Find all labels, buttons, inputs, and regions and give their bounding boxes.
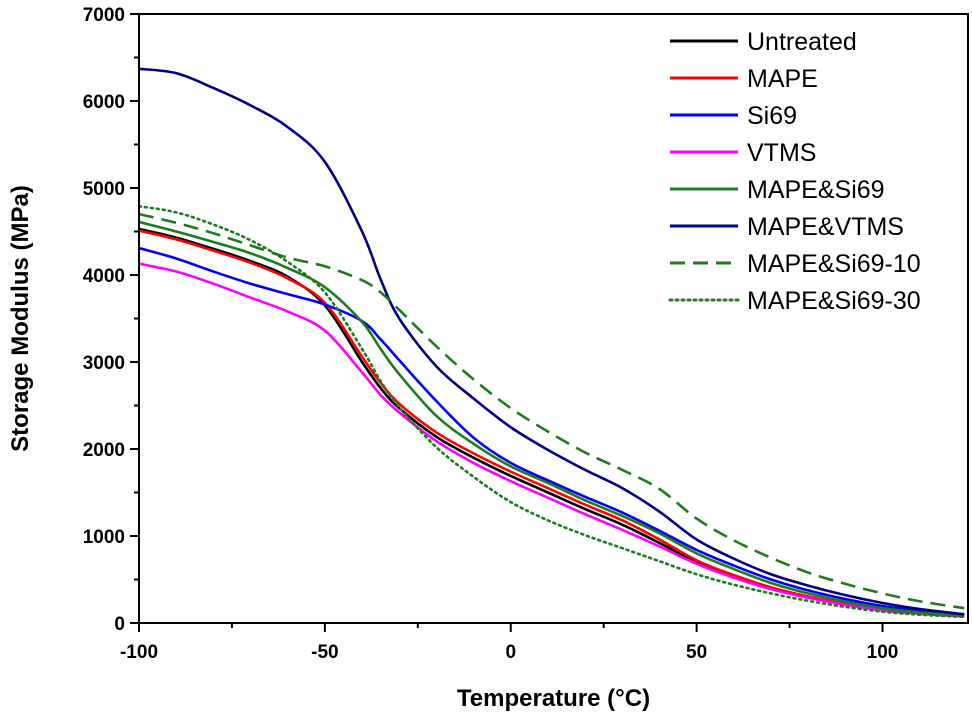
legend-label: VTMS bbox=[747, 139, 816, 167]
series-line-mape-si69 bbox=[139, 220, 965, 617]
y-tick-label: 2000 bbox=[83, 440, 125, 461]
legend-label: Si69 bbox=[747, 102, 797, 130]
y-tick-labels: 0 1000 2000 3000 4000 5000 6000 7000 bbox=[83, 5, 125, 635]
x-tick-label: 0 bbox=[505, 642, 516, 663]
legend-label: MAPE&Si69-10 bbox=[747, 250, 921, 278]
legend-label: MAPE&VTMS bbox=[747, 213, 904, 241]
y-tick-label: 3000 bbox=[83, 353, 125, 374]
y-tick-label: 7000 bbox=[83, 5, 125, 26]
y-tick-label: 1000 bbox=[83, 527, 125, 548]
plot-frame bbox=[138, 13, 969, 624]
series-line-mape-si69-10 bbox=[139, 212, 965, 610]
legend-label: MAPE&Si69-30 bbox=[747, 287, 921, 315]
y-axis-title: Storage Modulus (MPa) bbox=[7, 185, 34, 452]
series-line-vtms bbox=[139, 262, 965, 618]
y-tick-label: 4000 bbox=[83, 266, 125, 287]
series-line-si69 bbox=[139, 246, 965, 617]
legend-label: MAPE bbox=[747, 65, 818, 93]
series-line-mape-si69-30 bbox=[139, 204, 966, 619]
y-tick-label: 6000 bbox=[83, 92, 125, 113]
x-tick-label: -100 bbox=[120, 642, 158, 663]
x-tick-label: 50 bbox=[686, 642, 707, 663]
legend-label: Untreated bbox=[747, 28, 857, 56]
y-tick-label: 0 bbox=[114, 614, 125, 635]
series-line-mape-vtms bbox=[139, 67, 965, 616]
x-tick-labels: -100 -50 0 50 100 bbox=[120, 642, 898, 663]
x-tick-label: -50 bbox=[311, 642, 338, 663]
legend-label: MAPE&Si69 bbox=[747, 176, 885, 204]
plot-area bbox=[139, 67, 966, 619]
legend: Untreated MAPE Si69 VTMS MAPE&Si69 MAPE&VTMS M… bbox=[668, 28, 921, 315]
y-tick-label: 5000 bbox=[83, 179, 125, 200]
x-axis-title: Temperature (°C) bbox=[457, 685, 650, 712]
x-tick-label: 100 bbox=[867, 642, 899, 663]
